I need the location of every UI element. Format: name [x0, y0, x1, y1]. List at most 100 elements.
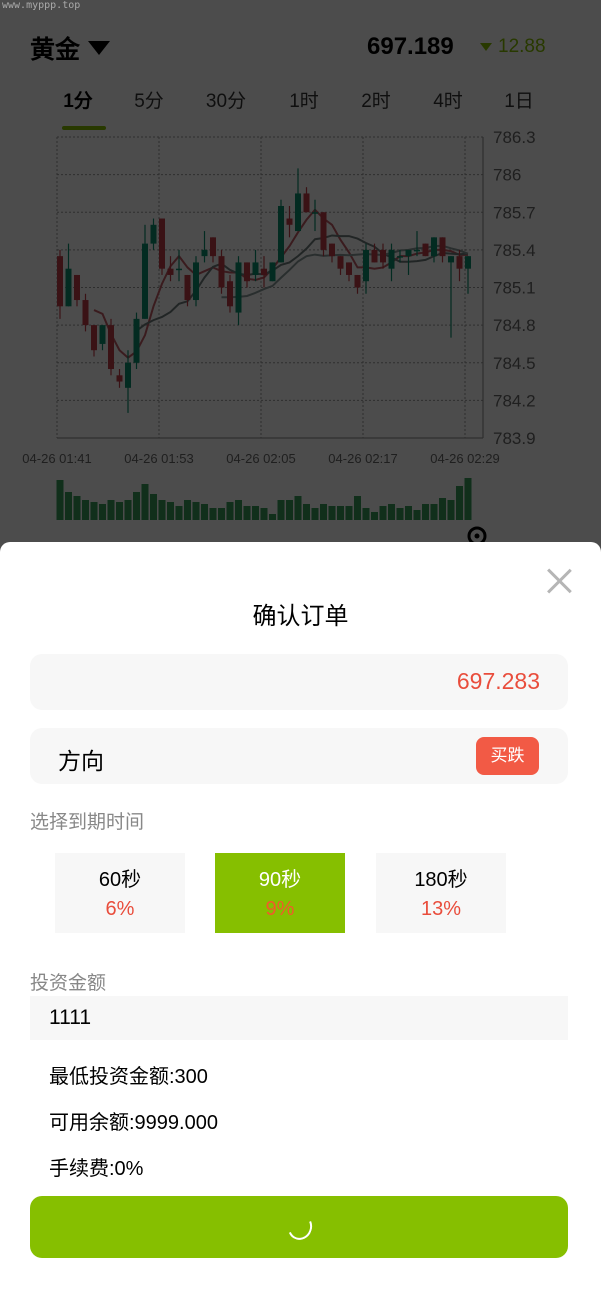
asset-name: 黄金	[30, 36, 81, 64]
option-time: 90秒	[258, 869, 302, 891]
x-tick-label: 04-26 02:17	[328, 451, 397, 466]
tab-1min[interactable]: 1分	[63, 91, 93, 112]
volume-bar	[456, 486, 463, 520]
direction-sell-button[interactable]: 买跌	[476, 737, 539, 775]
candle-body	[252, 262, 259, 275]
volume-bar	[226, 502, 234, 520]
volume-bar	[269, 514, 276, 520]
candles	[57, 168, 471, 413]
volume-bar	[150, 494, 157, 520]
volume-bar	[192, 502, 200, 520]
candle-body	[448, 256, 454, 263]
candle-body	[116, 375, 123, 382]
submit-button[interactable]	[30, 1196, 568, 1258]
candle-body	[456, 256, 463, 269]
tab-4hour[interactable]: 4时	[433, 91, 463, 112]
expiry-label: 选择到期时间	[30, 812, 145, 833]
tab-5min[interactable]: 5分	[134, 91, 164, 112]
candle-body	[422, 243, 429, 257]
expiry-option-60s[interactable]: 60秒 6%	[55, 853, 185, 933]
volume-bar	[65, 492, 72, 520]
dialog-title: 确认订单	[252, 603, 349, 630]
asset-selector[interactable]: 黄金	[30, 30, 111, 66]
x-tick-label: 04-26 01:53	[124, 451, 193, 466]
candle-body	[320, 212, 327, 250]
candle-body	[303, 193, 310, 213]
direction-label: 方向	[58, 748, 104, 774]
candle-body	[184, 274, 191, 301]
volume-bar	[260, 508, 268, 520]
option-time: 180秒	[414, 869, 468, 891]
x-tick-label: 04-26 02:29	[430, 451, 499, 466]
volume-bar	[277, 500, 285, 520]
active-tab-indicator	[62, 126, 106, 130]
candle-body	[261, 268, 267, 275]
change-value: 12.88	[498, 36, 546, 57]
candle-body	[414, 249, 420, 252]
candle-body	[431, 237, 437, 257]
candle-body	[57, 256, 63, 307]
registered-icon: R	[547, 32, 579, 60]
volume-bar	[388, 504, 395, 520]
candle-body	[82, 300, 89, 326]
volume-bar	[371, 512, 378, 520]
tab-2hour[interactable]: 2时	[361, 91, 391, 112]
volume-bar	[124, 500, 132, 520]
min-amount: 最低投资金额:300	[49, 1066, 208, 1088]
amount-field[interactable]	[30, 996, 568, 1040]
volume-bar	[235, 500, 242, 520]
y-tick-label: 785.1	[493, 279, 536, 298]
candle-body	[363, 249, 369, 282]
volume-bar	[82, 500, 89, 520]
candle-body	[142, 243, 148, 319]
confirm-order-dialog: 确认订单 697.283 方向 买跌 选择到期时间 60秒 6% 90秒 9% 18…	[0, 542, 601, 1290]
candle-body	[150, 224, 157, 244]
candle-body	[439, 237, 446, 257]
amount-input[interactable]	[49, 1006, 449, 1030]
candle-body	[312, 212, 318, 214]
close-icon[interactable]	[546, 568, 572, 594]
candle-body	[354, 274, 361, 288]
candle-body	[74, 274, 80, 301]
volume-bar	[345, 506, 353, 520]
volume-bar	[439, 498, 446, 520]
candle-body	[159, 218, 165, 269]
volume-bar	[56, 480, 64, 520]
candle-body	[167, 268, 174, 275]
volume-bar	[116, 502, 123, 520]
fee: 手续费:0%	[49, 1158, 144, 1180]
volume-bar	[294, 496, 302, 520]
price-change: 12.88	[480, 36, 580, 58]
tab-30min[interactable]: 30分	[205, 91, 247, 112]
y-tick-label: 785.7	[493, 203, 536, 222]
volume-bar	[447, 500, 455, 520]
volume-bar	[379, 506, 387, 520]
volume-bar	[243, 506, 251, 520]
y-tick-label: 784.2	[493, 391, 536, 410]
volume-bar	[99, 504, 106, 520]
y-tick-label: 784.8	[493, 316, 536, 335]
candle-body	[405, 249, 412, 257]
candle-body	[465, 256, 471, 269]
volume-bar	[90, 502, 98, 520]
order-price-field: 697.283	[30, 654, 568, 710]
order-price: 697.283	[456, 668, 540, 694]
candle-body	[278, 205, 284, 263]
tab-1day[interactable]: 1日	[504, 91, 534, 112]
volume-bar	[311, 508, 319, 520]
volume-bar	[201, 504, 208, 520]
expiry-option-180s[interactable]: 180秒 13%	[376, 853, 506, 933]
volume-bar	[328, 506, 336, 520]
candle-body	[176, 268, 182, 271]
expiry-option-90s[interactable]: 90秒 9%	[215, 853, 345, 933]
option-time: 60秒	[98, 869, 142, 891]
volume-bar	[430, 504, 438, 520]
direction-row: 方向 买跌	[30, 728, 568, 784]
tab-1hour[interactable]: 1时	[289, 91, 319, 112]
kline-chart[interactable]: 786.3 786 785.7 785.4 785.1 784.8 784.5 784.2 78…	[0, 125, 601, 545]
candle-body	[380, 249, 386, 263]
y-tick-label: 785.4	[493, 241, 536, 260]
y-tick-label: 784.5	[493, 354, 536, 373]
available-balance: 可用余额:9999.000	[49, 1112, 218, 1134]
volume-bar	[396, 508, 404, 520]
